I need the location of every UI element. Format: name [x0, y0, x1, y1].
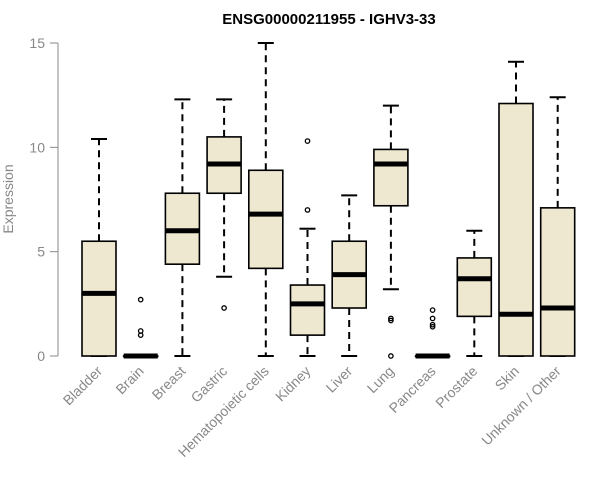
outlier-point: [388, 315, 394, 322]
x-tick-label: Unknown / Other: [478, 363, 564, 449]
x-tick-label: Bladder: [60, 363, 106, 409]
y-tick-label: 0: [37, 348, 45, 364]
iqr-box: [539, 207, 576, 357]
x-tick-label: Prostate: [432, 363, 480, 411]
y-tick-label: 10: [29, 139, 45, 155]
y-tick-label: 5: [37, 244, 45, 260]
outlier-point: [137, 328, 144, 334]
iqr-box: [498, 102, 534, 357]
outlier-point: [429, 323, 436, 330]
box-prostate: [456, 229, 493, 357]
outlier-point: [429, 321, 436, 328]
iqr-box: [289, 284, 326, 336]
x-tick-label: Skin: [492, 363, 523, 394]
chart-title: ENSG00000211955 - IGHV3-33: [222, 11, 435, 28]
outlier-point: [221, 305, 227, 311]
x-tick-label: Breast: [149, 363, 189, 403]
iqr-box: [248, 169, 284, 270]
y-axis: 0 5 10 15: [29, 35, 59, 364]
box-skin: [498, 60, 534, 357]
box-hematopoietic-cells: [248, 42, 284, 357]
box-bladder: [81, 137, 117, 357]
y-tick-label: 15: [29, 35, 45, 51]
outlier-point: [429, 307, 436, 313]
outlier-point: [388, 353, 394, 359]
x-tick-label: Lung: [364, 363, 397, 396]
box-brain: [122, 296, 159, 359]
box-liver: [331, 194, 368, 357]
iqr-box: [456, 257, 493, 318]
outlier-point: [137, 296, 144, 303]
x-tick-label: Brain: [112, 363, 146, 397]
outlier-point: [304, 207, 311, 213]
y-axis-label: Expression: [0, 164, 16, 233]
box-kidney: [289, 138, 326, 357]
outlier-point: [304, 138, 311, 144]
outlier-point: [388, 317, 394, 324]
box-breast: [164, 98, 201, 357]
iqr-box: [373, 148, 409, 207]
outlier-point: [429, 315, 436, 322]
x-tick-label: Liver: [323, 363, 356, 396]
box-pancreas: [414, 307, 451, 359]
iqr-box: [81, 240, 117, 357]
box-gastric: [206, 98, 242, 311]
box-lung: [373, 104, 409, 359]
boxes: [81, 42, 576, 359]
x-tick-label: Kidney: [272, 363, 314, 405]
box-unknown-other: [539, 96, 576, 357]
